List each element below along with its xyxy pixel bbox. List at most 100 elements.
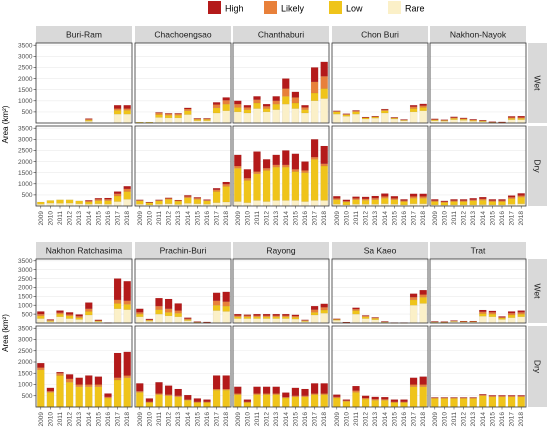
bar-chanthaburi-wet-2011-likely <box>253 99 261 104</box>
bar-sa-kaeo-wet-2011-rare <box>352 313 360 324</box>
bar-nakhon-ratchasima-wet-2018-high <box>123 281 131 301</box>
bar-chon-buri-dry-2016-low <box>400 201 408 206</box>
panel-border <box>232 325 330 408</box>
bar-chanthaburi-wet-2009-high <box>234 100 242 105</box>
bar-nakhon-nayok-dry-2012-low <box>459 201 468 206</box>
panel-border <box>134 125 232 207</box>
bar-chanthaburi-wet-2018-likely <box>320 76 328 89</box>
bar-chanthaburi-wet-2017-low <box>310 92 319 101</box>
bar-nakhon-ratchasima-wet-2013-rare <box>75 319 83 324</box>
bar-chon-buri-dry-2012-likely <box>361 198 370 201</box>
bar-nakhon-ratchasima-wet-2012-high <box>65 312 74 315</box>
bar-prachin-buri-wet-2017-likely <box>212 300 221 306</box>
bar-nakhon-ratchasima-dry-2014-low <box>85 386 93 408</box>
bar-rayong-wet-2015-likely <box>291 315 300 318</box>
bar-chachoengsao-dry-2017-low <box>212 191 221 203</box>
panel-border <box>134 42 232 124</box>
legend-swatch-likely <box>264 1 277 14</box>
bar-chanthaburi-dry-2016-likely <box>301 170 309 173</box>
bar-chanthaburi-dry-2016-low <box>301 172 309 202</box>
bar-trat-wet-2014-low <box>479 313 487 317</box>
bar-chanthaburi-wet-2018-low <box>320 88 328 99</box>
bar-chachoengsao-wet-2013-high <box>174 113 182 114</box>
facet-label-prachin-buri: Prachin-Buri <box>160 246 207 256</box>
bar-prachin-buri-wet-2013-high <box>174 303 182 311</box>
bar-chon-buri-wet-2018-high <box>419 103 427 106</box>
bar-prachin-buri-wet-2015-high <box>193 321 202 323</box>
bar-chachoengsao-wet-2013-low <box>174 115 182 119</box>
bar-rayong-wet-2010-rare <box>243 318 252 324</box>
bar-chon-buri-wet-2017-high <box>409 105 418 107</box>
bar-prachin-buri-wet-2017-rare <box>212 310 221 324</box>
bar-chon-buri-wet-2017-likely <box>409 106 418 109</box>
bar-nakhon-ratchasima-dry-2011-likely <box>56 373 64 376</box>
x-tick-label-row0-3-2010: 2010 <box>343 211 350 226</box>
bar-rayong-dry-2013-high <box>272 386 280 394</box>
bar-chon-buri-dry-2018-low <box>419 198 427 204</box>
facet-strip-chon-buri <box>332 26 428 43</box>
bar-buri-ram-wet-2018-low <box>123 110 131 115</box>
bar-sa-kaeo-dry-2017-high <box>409 377 418 385</box>
bar-chachoengsao-dry-2013-high <box>174 199 182 201</box>
bar-chachoengsao-dry-2012-low <box>164 199 173 204</box>
bar-trat-dry-2016-likely <box>498 395 506 398</box>
bar-chachoengsao-dry-2018-rare <box>222 201 230 207</box>
bar-prachin-buri-wet-2013-likely <box>174 310 182 314</box>
bar-rayong-wet-2014-rare <box>282 318 290 324</box>
bar-chanthaburi-dry-2011-high <box>253 151 261 172</box>
bar-nakhon-nayok-dry-2011-likely <box>450 200 458 202</box>
bar-trat-dry-2012-high <box>459 397 468 398</box>
x-tick-label-row1-0-2015: 2015 <box>95 412 102 427</box>
bar-nakhon-ratchasima-dry-2013-low <box>75 386 83 408</box>
bar-prachin-buri-dry-2015-high <box>193 398 202 402</box>
bar-prachin-buri-dry-2014-low <box>184 400 192 408</box>
bar-chanthaburi-dry-2015-high <box>291 153 300 170</box>
bar-nakhon-nayok-wet-2012-likely <box>459 118 468 120</box>
bar-buri-ram-dry-2016-low <box>104 200 112 205</box>
bar-trat-wet-2009-high <box>431 321 439 323</box>
x-tick-label-row0-0-2010: 2010 <box>47 211 54 226</box>
bar-sa-kaeo-wet-2011-low <box>352 310 360 315</box>
bar-chachoengsao-wet-2017-low <box>212 107 221 114</box>
bar-sa-kaeo-dry-2009-likely <box>333 396 341 399</box>
bar-nakhon-ratchasima-dry-2017-low <box>113 379 122 408</box>
bar-chachoengsao-wet-2015-low <box>193 119 202 121</box>
bar-chon-buri-dry-2013-likely <box>371 198 379 200</box>
bar-chachoengsao-dry-2015-high <box>193 197 202 199</box>
bar-nakhon-nayok-dry-2016-likely <box>498 200 506 202</box>
bar-nakhon-nayok-dry-2015-likely <box>488 200 497 202</box>
bar-nakhon-nayok-wet-2011-high <box>450 116 458 118</box>
y-tick-label-row0-dry-1500: 1500 <box>18 170 33 177</box>
bar-nakhon-ratchasima-wet-2013-high <box>75 314 83 317</box>
bar-rayong-wet-2016-high <box>301 319 309 321</box>
y-tick-label-row0-wet-3500: 3500 <box>18 42 33 49</box>
bar-rayong-wet-2014-high <box>282 313 290 316</box>
bar-nakhon-nayok-wet-2011-low <box>450 118 458 120</box>
y-tick-label-row0-wet-500: 500 <box>22 109 33 116</box>
season-strip-wet-row-1 <box>528 259 547 323</box>
bar-nakhon-nayok-wet-2017-low <box>507 118 516 120</box>
bar-chanthaburi-dry-2017-low <box>310 159 319 201</box>
panel-border <box>134 258 232 324</box>
bar-prachin-buri-wet-2010-low <box>145 320 154 322</box>
season-label-dry-row-1: Dry <box>533 360 543 374</box>
bar-chanthaburi-dry-2013-high <box>272 154 280 166</box>
bar-nakhon-ratchasima-wet-2010-low <box>46 320 55 322</box>
bar-chanthaburi-dry-2013-likely <box>272 164 280 168</box>
bar-trat-dry-2018-low <box>517 396 525 408</box>
x-tick-label-row1-3-2016: 2016 <box>401 412 408 427</box>
bar-chon-buri-dry-2018-likely <box>419 196 427 199</box>
bar-rayong-dry-2016-likely <box>301 395 309 398</box>
bar-sa-kaeo-wet-2018-low <box>419 297 427 304</box>
bar-prachin-buri-dry-2012-high <box>164 385 173 395</box>
bar-chon-buri-wet-2010-high <box>342 113 351 115</box>
bar-chanthaburi-wet-2013-low <box>272 103 280 110</box>
bar-trat-wet-2015-low <box>488 313 497 317</box>
x-tick-label-row1-3-2013: 2013 <box>372 412 379 427</box>
facet-strip-trat <box>430 242 526 259</box>
bar-sa-kaeo-wet-2018-rare <box>419 303 427 324</box>
bar-chachoengsao-dry-2016-high <box>203 199 211 201</box>
bar-chanthaburi-dry-2010-likely <box>243 178 252 181</box>
bar-sa-kaeo-dry-2009-high <box>333 394 341 398</box>
x-tick-label-row0-3-2014: 2014 <box>382 211 389 226</box>
